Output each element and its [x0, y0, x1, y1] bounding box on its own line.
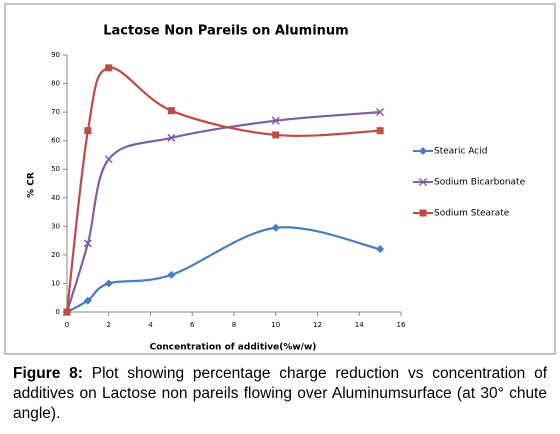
y-tick-label: 80 — [51, 80, 60, 88]
y-tick-label: 60 — [51, 137, 60, 145]
legend-label: Sodium Bicarbonate — [434, 178, 526, 188]
marker — [104, 279, 113, 288]
marker — [83, 296, 92, 305]
x-tick-label: 10 — [271, 321, 280, 329]
caption: Figure 8: Plot showing percentage charge… — [13, 364, 547, 424]
legend-label: Stearic Acid — [434, 147, 487, 157]
y-tick-label: 0 — [56, 308, 60, 316]
y-tick-label: 50 — [51, 165, 60, 173]
marker — [419, 209, 427, 217]
chart-title: Lactose Non Pareils on Aluminum — [103, 24, 348, 39]
marker — [104, 155, 113, 164]
marker — [167, 133, 176, 142]
x-tick-label: 2 — [107, 321, 111, 329]
x-tick-label: 0 — [65, 321, 69, 329]
chart: Lactose Non Pareils on Aluminum % CR Con… — [4, 3, 556, 355]
marker — [376, 245, 385, 254]
y-tick-label: 70 — [51, 108, 60, 116]
series-line — [65, 66, 381, 313]
caption-label: Figure 8: — [13, 365, 83, 382]
y-tick-label: 40 — [51, 194, 60, 202]
marker — [271, 223, 280, 232]
y-tick-label: 90 — [51, 51, 60, 59]
y-tick-label: 10 — [51, 279, 60, 287]
x-axis-label: Concentration of additive(%w/w) — [150, 343, 317, 353]
marker — [418, 177, 428, 187]
x-tick-label: 6 — [190, 321, 195, 329]
legend-label: Sodium Stearate — [434, 209, 510, 219]
y-tick-label: 30 — [51, 222, 60, 230]
marker — [271, 116, 280, 125]
chart-frame — [4, 3, 556, 355]
marker — [84, 127, 92, 135]
marker — [167, 270, 176, 279]
x-tick-label: 14 — [355, 321, 364, 329]
marker — [105, 64, 113, 72]
caption-text: Plot showing percentage charge reduction… — [13, 365, 548, 422]
marker — [83, 239, 92, 248]
x-tick-label: 8 — [232, 321, 236, 329]
x-tick-label: 16 — [397, 321, 406, 329]
marker — [63, 308, 71, 316]
x-tick-label: 12 — [313, 321, 322, 329]
y-tick-label: 20 — [51, 251, 60, 259]
marker — [376, 127, 384, 135]
marker — [167, 107, 175, 115]
marker — [272, 131, 280, 139]
marker — [376, 108, 385, 117]
x-tick-label: 4 — [148, 321, 153, 329]
y-axis-label: % CR — [27, 172, 37, 198]
marker — [419, 147, 427, 155]
